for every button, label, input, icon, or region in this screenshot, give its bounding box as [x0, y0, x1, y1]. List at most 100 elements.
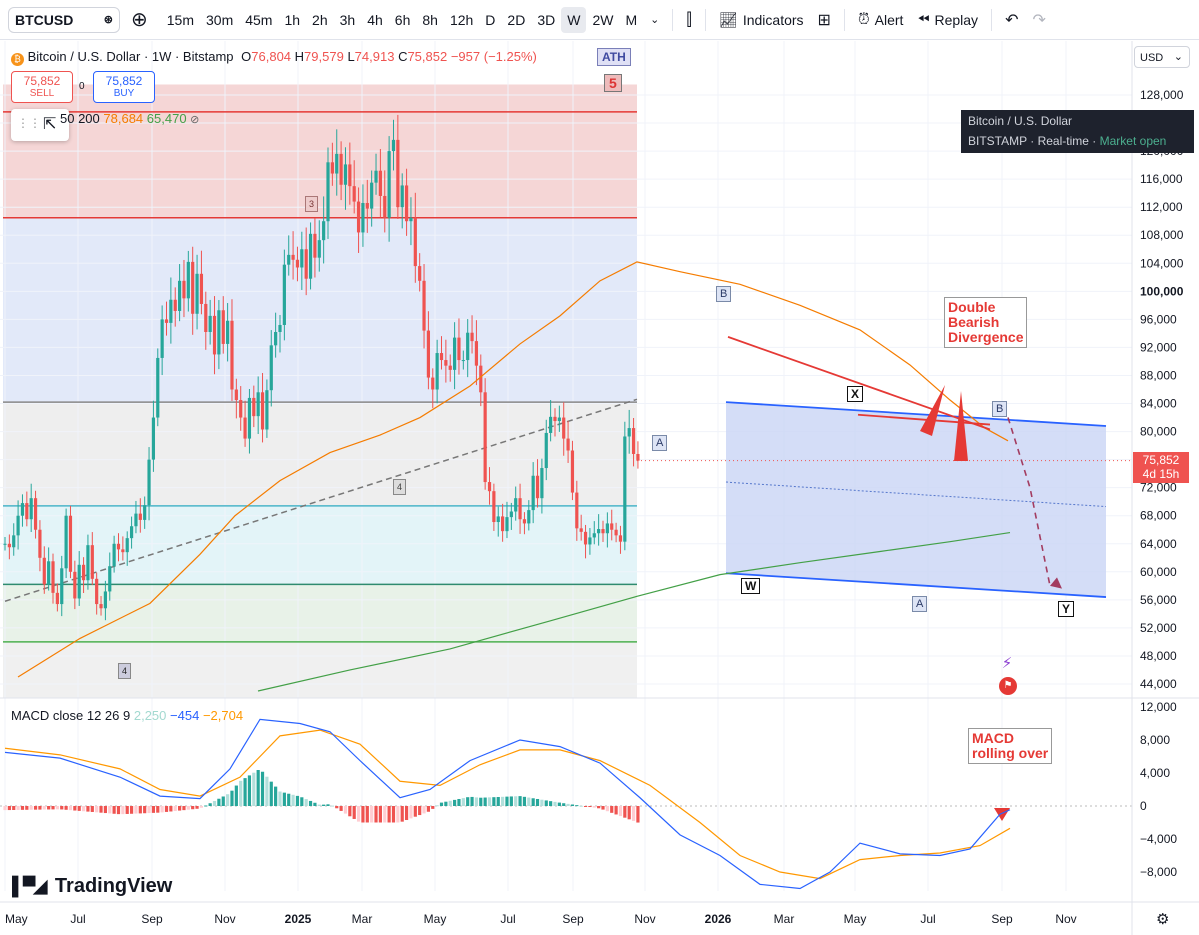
macd-histogram-bar: [234, 785, 238, 806]
candle-body: [623, 436, 627, 542]
price-tick: 84,000: [1140, 397, 1177, 411]
flag-icon[interactable]: ⚑: [999, 677, 1017, 695]
undo-icon[interactable]: ↶: [1005, 11, 1019, 29]
redo-icon[interactable]: ↷: [1032, 11, 1046, 29]
macd-histogram-bar: [487, 797, 492, 806]
candle-body: [112, 543, 116, 567]
macd-histogram-bar: [636, 806, 640, 823]
candle-body: [636, 453, 640, 461]
interval-4h[interactable]: 4h: [367, 11, 383, 28]
macd-histogram-bar: [365, 806, 369, 823]
macd-histogram-bar: [55, 806, 59, 810]
interval-30m[interactable]: 30m: [206, 11, 234, 28]
candle-body: [404, 185, 409, 222]
interval-w[interactable]: W: [561, 6, 587, 33]
cursor-icon[interactable]: ⇱: [43, 116, 57, 133]
interval-1h[interactable]: 1h: [284, 11, 301, 28]
candle-body: [422, 280, 426, 331]
macd-histogram-bar: [287, 793, 291, 806]
macd-histogram-bar: [178, 806, 182, 811]
macd-histogram-bar: [527, 797, 531, 806]
replay-button[interactable]: ⏪︎ Replay: [910, 7, 985, 33]
projection-line: [1007, 417, 1051, 586]
interval-m[interactable]: M: [625, 11, 638, 28]
candle-body: [605, 523, 609, 534]
legend-title[interactable]: Bitcoin / U.S. Dollar · 1W · Bitstamp: [27, 49, 234, 64]
macd-histogram-bar: [47, 806, 51, 810]
interval-6h[interactable]: 6h: [394, 11, 411, 28]
candle-body: [134, 513, 138, 527]
indicators-icon: 📈︎: [718, 11, 738, 29]
macd-histogram-bar: [605, 806, 609, 812]
candle-type-icon[interactable]: ⫿: [686, 9, 692, 29]
time-tick: Sep: [141, 912, 163, 926]
candle-body: [108, 566, 112, 592]
macd-histogram-bar: [317, 804, 321, 806]
interval-3h[interactable]: 3h: [339, 11, 356, 28]
symbol-search[interactable]: BTCUSD ⊛: [8, 6, 120, 33]
candle-body: [160, 319, 164, 358]
zone-green: [3, 584, 637, 642]
macd-histogram-bar: [243, 778, 247, 806]
buy-button[interactable]: 75,852 BUY: [93, 71, 155, 103]
arrow-icon: [954, 391, 968, 461]
tradingview-logo[interactable]: ▌▀◢ TradingView: [12, 875, 172, 898]
price-tick: 128,000: [1140, 88, 1184, 102]
layouts-icon[interactable]: ⊞: [817, 11, 831, 29]
candle-body: [282, 264, 286, 325]
toolbar-divider: [991, 8, 993, 31]
currency-selector[interactable]: USD ⌄: [1134, 46, 1190, 68]
candle-body: [383, 195, 387, 218]
alert-button[interactable]: ⏰︎ Alert: [851, 7, 911, 33]
sell-button[interactable]: 75,852 SELL: [11, 71, 73, 103]
candle-body: [522, 519, 527, 524]
channel-top: [725, 401, 1107, 427]
interval-2d[interactable]: 2D: [507, 11, 526, 28]
candle-body: [260, 392, 265, 430]
interval-12h[interactable]: 12h: [449, 11, 474, 28]
macd-tick: 8,000: [1140, 733, 1170, 747]
macd-histogram-bar: [378, 806, 382, 823]
drag-handle-icon[interactable]: ⋮⋮: [17, 116, 41, 130]
sell-price: 75,852: [23, 74, 61, 88]
candle-body: [38, 529, 42, 558]
interval-2h[interactable]: 2h: [312, 11, 328, 28]
candle-body: [156, 357, 160, 418]
macd-histogram-bar: [470, 796, 474, 806]
macd-histogram-bar: [592, 806, 596, 808]
indicators-button[interactable]: 📈︎ Indicators: [712, 7, 811, 33]
symbol-tooltip: Bitcoin / U.S. Dollar BITSTAMP · Real-ti…: [961, 110, 1194, 153]
lightning-icon[interactable]: ⚡︎: [1001, 655, 1013, 672]
macd-histogram-bar: [627, 806, 631, 820]
candle-body: [51, 561, 55, 593]
settings-gear-icon[interactable]: ⚙︎: [1156, 911, 1170, 928]
candle-body: [64, 515, 68, 569]
candle-body: [164, 319, 169, 323]
interval-15m[interactable]: 15m: [166, 11, 194, 28]
price-chart[interactable]: 128,000124,000120,000116,000112,000108,0…: [0, 41, 1199, 935]
macd-label[interactable]: MACD close 12 26 9: [11, 708, 131, 723]
candle-body: [535, 475, 540, 499]
macd-histogram-bar: [413, 806, 417, 817]
interval-2w[interactable]: 2W: [592, 11, 614, 28]
macd-histogram-bar: [448, 800, 452, 806]
price-tick: 96,000: [1140, 312, 1177, 326]
interval-3d[interactable]: 3D: [537, 11, 556, 28]
add-symbol-icon[interactable]: ⊕: [131, 9, 148, 31]
interval-dropdown-icon[interactable]: ⌄: [650, 14, 660, 26]
hide-eye-icon[interactable]: ⊘: [190, 114, 200, 126]
candle-body: [335, 153, 339, 174]
candle-body: [25, 503, 29, 520]
time-tick: 2026: [705, 912, 732, 926]
candle-body: [73, 571, 77, 599]
legend-open: 76,804: [251, 49, 292, 64]
interval-d[interactable]: D: [485, 11, 496, 28]
time-tick: Mar: [352, 912, 373, 926]
macd-histogram-bar: [304, 799, 308, 806]
candle-body: [16, 515, 20, 536]
interval-45m[interactable]: 45m: [245, 11, 273, 28]
divergence-line: [857, 413, 991, 426]
time-tick: Jul: [920, 912, 935, 926]
candle-body: [12, 535, 16, 548]
interval-8h[interactable]: 8h: [422, 11, 438, 28]
